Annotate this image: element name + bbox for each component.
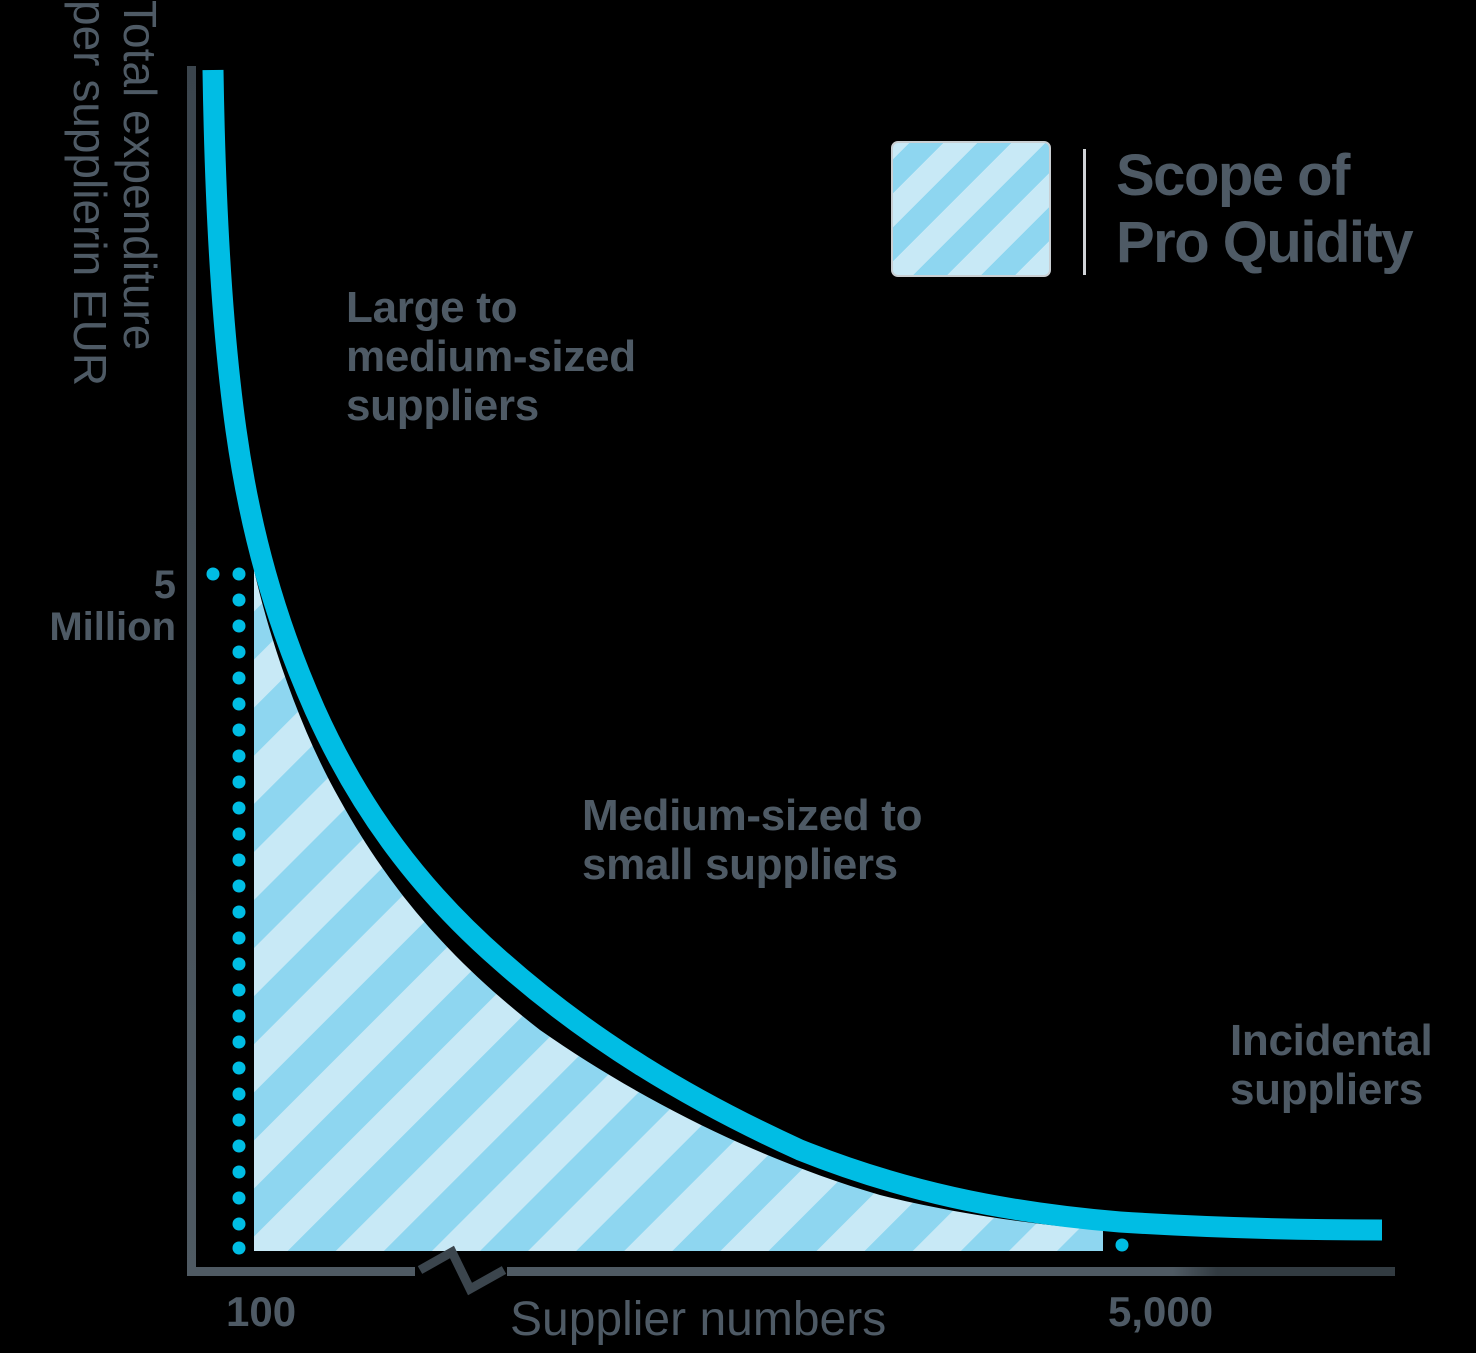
y-tick-unit: Million xyxy=(49,605,176,649)
y-axis-label: Total expenditure per supplierin EUR xyxy=(55,0,166,520)
legend-swatch-hatched xyxy=(891,141,1051,277)
y-tick-number: 5 xyxy=(153,563,176,607)
annotation-incidental: Incidental suppliers xyxy=(1230,1016,1433,1114)
expenditure-curve xyxy=(202,69,1383,1241)
y-axis-label-line-1: Total expenditure xyxy=(114,0,166,351)
x-tick-5000: 5,000 xyxy=(1108,1288,1214,1335)
annotation-line: medium-sized xyxy=(346,332,636,381)
dotted-guide-line xyxy=(206,567,246,1255)
x-tick-100: 100 xyxy=(226,1288,297,1335)
dot-marker-5000 xyxy=(1115,1238,1129,1252)
x-axis-label: Supplier numbers xyxy=(510,1293,887,1346)
annotation-large-to-medium: Large to medium-sized suppliers xyxy=(346,283,636,430)
legend-line: Scope of xyxy=(1116,143,1350,208)
annotation-line: small suppliers xyxy=(582,840,898,889)
annotation-line: Incidental xyxy=(1230,1016,1433,1065)
y-axis-line xyxy=(187,66,196,1276)
y-tick-5-million: 5 Million xyxy=(0,564,176,648)
annotation-line: suppliers xyxy=(346,381,539,430)
x-axis-line-left xyxy=(187,1267,415,1276)
annotation-line: Large to xyxy=(346,283,518,332)
legend-divider xyxy=(1083,149,1086,275)
annotation-medium-to-small: Medium-sized to small suppliers xyxy=(582,791,922,889)
annotation-line: suppliers xyxy=(1230,1065,1423,1114)
y-axis-label-line-2: per supplierin EUR xyxy=(64,0,116,387)
legend-line: Pro Quidity xyxy=(1116,210,1414,275)
annotation-line: Medium-sized to xyxy=(582,791,923,840)
x-axis-line-right xyxy=(507,1267,1395,1276)
axis-break-icon xyxy=(417,1245,507,1296)
legend-label-scope: Scope of Pro Quidity xyxy=(1116,142,1414,276)
scope-shaded-area xyxy=(254,570,1103,1251)
